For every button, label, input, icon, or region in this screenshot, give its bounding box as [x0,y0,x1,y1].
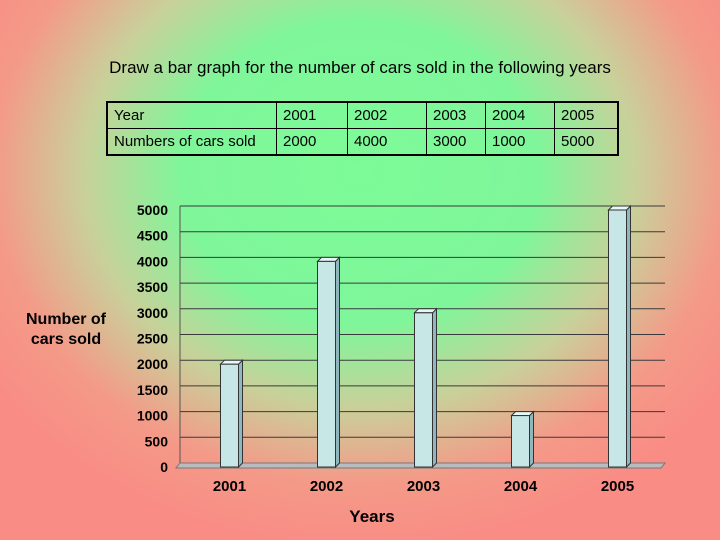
table-cell: 2001 [276,101,348,129]
x-tick-label: 2002 [310,478,343,495]
y-tick-label: 3000 [137,305,168,321]
bar-top [316,256,341,262]
y-tick-label: 4500 [137,228,168,244]
bar-side [432,307,437,469]
bar [608,209,627,468]
y-tick-label: 4000 [137,253,168,269]
y-tick-label: 1000 [137,408,168,424]
y-tick-label: 0 [160,459,168,475]
y-tick-label: 3500 [137,279,168,295]
table-cell: 4000 [347,128,427,156]
bar-side [335,256,340,469]
table-cell: 2004 [485,101,555,129]
bar-top [607,205,632,211]
x-axis-label: Years [349,507,394,526]
table-cell: 2000 [276,128,348,156]
bar [220,363,239,468]
table-row: Numbers of cars sold 2000 4000 3000 1000… [106,128,619,156]
table-row: Year 2001 2002 2003 2004 2005 [106,101,619,129]
y-axis-label: Number of cars sold [26,311,106,348]
bar-side [626,204,631,469]
data-table: Year 2001 2002 2003 2004 2005 Numbers of… [106,101,619,156]
bar-top [413,308,438,314]
page-title: Draw a bar graph for the number of cars … [109,58,611,77]
table-cell: 5000 [554,128,619,156]
y-tick-label: 2500 [137,331,168,347]
x-tick-label: 2001 [213,478,246,495]
y-tick-label: 500 [145,433,169,449]
y-tick-label: 1500 [137,382,168,398]
bar [414,312,433,468]
x-tick-label: 2004 [504,478,538,495]
bar-top [219,359,244,365]
x-tick-label: 2003 [407,478,440,495]
y-tick-label: 5000 [137,202,168,218]
table-cell: 3000 [426,128,486,156]
table-cell: Numbers of cars sold [106,128,277,156]
bar [511,415,530,468]
table-cell: 2002 [347,101,427,129]
y-tick-label: 2000 [137,356,168,372]
table-cell: Year [106,101,277,129]
bar-top [510,411,535,417]
table-cell: 1000 [485,128,555,156]
bar-side [529,410,534,469]
bar-side [238,358,243,469]
bar [317,260,336,468]
table-cell: 2003 [426,101,486,129]
x-tick-label: 2005 [601,478,634,495]
